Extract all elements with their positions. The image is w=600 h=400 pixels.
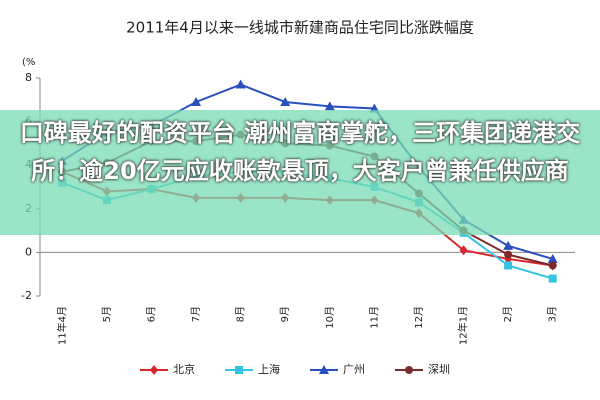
x-tick-label: 12月	[413, 306, 425, 329]
x-tick-label: 8月	[235, 306, 247, 322]
marker	[459, 245, 468, 256]
marker	[319, 365, 329, 374]
marker	[150, 365, 158, 375]
marker	[504, 250, 513, 259]
x-tick-label: 10月	[324, 306, 336, 329]
legend-label: 深圳	[428, 363, 450, 376]
x-tick-label: 3月	[547, 306, 559, 322]
marker	[504, 261, 513, 270]
marker	[405, 366, 413, 374]
y-axis-label: (%	[22, 57, 35, 68]
marker	[191, 96, 202, 106]
x-tick-label: 11年4月	[55, 306, 68, 345]
x-tick-label: 2月	[502, 306, 514, 322]
chart-title: 2011年4月以来一线城市新建商品住宅同比涨跌幅度	[126, 19, 474, 37]
marker	[235, 366, 243, 374]
x-tick-label: 6月	[145, 306, 157, 322]
y-tick-label: 0	[25, 245, 32, 258]
legend-label: 上海	[258, 362, 280, 376]
y-tick-label: -2	[21, 289, 32, 302]
x-tick-label: 11月	[368, 306, 380, 329]
marker	[280, 96, 291, 106]
overlay-banner[interactable]: 口碑最好的配资平台 潮州富商掌舵，三环集团递港交所！逾20亿元应收账款悬顶，大客…	[0, 110, 600, 235]
y-tick-label: 8	[25, 71, 32, 84]
marker	[324, 101, 335, 111]
legend-label: 广州	[343, 363, 365, 376]
x-tick-label: 9月	[279, 306, 291, 322]
x-tick-label: 12年1月	[457, 306, 470, 345]
marker	[235, 79, 246, 89]
marker	[548, 261, 557, 270]
x-tick-label: 7月	[190, 306, 202, 322]
x-tick-label: 5月	[101, 306, 113, 322]
marker	[548, 274, 557, 283]
marker	[547, 253, 558, 263]
marker	[503, 240, 514, 250]
legend-label: 北京	[173, 362, 195, 376]
